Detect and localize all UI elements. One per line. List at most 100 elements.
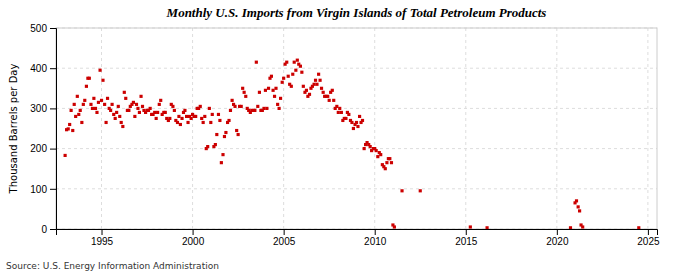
y-tick-label: 0 xyxy=(41,224,47,235)
y-tick: 300 xyxy=(30,103,56,114)
y-tick-mark xyxy=(50,149,56,150)
y-grid-line xyxy=(56,68,657,69)
point xyxy=(469,225,472,228)
point xyxy=(581,225,584,228)
x-tick: 2010 xyxy=(364,229,387,247)
point xyxy=(91,107,94,110)
y-tick: 200 xyxy=(30,143,56,154)
x-tick-label: 2015 xyxy=(455,236,478,247)
point xyxy=(97,101,100,104)
y-axis-line xyxy=(50,29,57,230)
point xyxy=(291,73,294,76)
y-grid-line xyxy=(56,148,657,149)
y-grid-line xyxy=(56,188,657,189)
point xyxy=(100,99,103,102)
y-tick-mark xyxy=(50,108,56,109)
point xyxy=(355,121,358,124)
point xyxy=(111,103,114,106)
x-tick: 2020 xyxy=(546,229,569,247)
y-axis-label: Thousand Barrels per Day xyxy=(8,64,19,195)
x-tick: 2005 xyxy=(273,229,296,247)
x-tick: 2025 xyxy=(637,229,660,247)
point xyxy=(220,161,223,164)
point xyxy=(338,107,341,110)
point xyxy=(347,113,350,116)
point xyxy=(168,117,171,120)
x-tick-mark xyxy=(102,229,103,235)
point xyxy=(241,87,244,90)
point xyxy=(361,119,364,122)
point xyxy=(101,79,104,82)
point xyxy=(337,111,340,114)
point xyxy=(253,109,256,112)
x-tick-label: 1995 xyxy=(91,236,114,247)
point xyxy=(159,99,162,102)
point xyxy=(244,95,247,98)
point xyxy=(202,121,205,124)
point xyxy=(149,107,152,110)
x-axis: 1995200020052010201520202025 xyxy=(57,229,660,247)
point xyxy=(133,115,136,118)
point xyxy=(331,89,334,92)
point xyxy=(293,61,296,64)
point xyxy=(285,61,288,64)
point xyxy=(278,107,281,110)
point xyxy=(83,99,86,102)
point xyxy=(237,133,240,136)
point xyxy=(156,111,159,114)
annotation: Source: U.S. Energy Information Administ… xyxy=(6,261,219,271)
point xyxy=(179,123,182,126)
point xyxy=(282,77,285,80)
point xyxy=(80,121,83,124)
point xyxy=(332,99,335,102)
point xyxy=(335,105,338,108)
point xyxy=(206,145,209,148)
y-grid-line xyxy=(56,108,657,109)
point xyxy=(215,133,218,136)
point xyxy=(400,189,403,192)
point xyxy=(70,109,73,112)
point xyxy=(117,105,120,108)
x-tick-label: 2020 xyxy=(546,236,569,247)
point xyxy=(200,117,203,120)
point xyxy=(176,121,179,124)
y-tick-label: 200 xyxy=(30,143,47,154)
point xyxy=(350,121,353,124)
point xyxy=(376,155,379,158)
point xyxy=(255,61,258,64)
point xyxy=(194,115,197,118)
point xyxy=(71,129,74,132)
point xyxy=(199,105,202,108)
point xyxy=(308,93,311,96)
point xyxy=(132,101,135,104)
point xyxy=(103,103,106,106)
point xyxy=(164,111,167,114)
point xyxy=(299,65,302,68)
point xyxy=(318,79,321,82)
point xyxy=(141,105,144,108)
x-tick-mark xyxy=(557,229,558,235)
point xyxy=(229,109,232,112)
point xyxy=(363,147,366,150)
point xyxy=(64,154,67,157)
point xyxy=(177,115,180,118)
point xyxy=(95,111,98,114)
point xyxy=(274,87,277,90)
point xyxy=(171,105,174,108)
y-tick: 500 xyxy=(30,23,56,34)
point xyxy=(92,97,95,100)
y-tick-label: 100 xyxy=(30,184,47,195)
point xyxy=(322,91,325,94)
point xyxy=(76,95,79,98)
point xyxy=(88,77,91,80)
x-tick-mark xyxy=(648,229,649,235)
point xyxy=(393,225,396,228)
point xyxy=(124,97,127,100)
point xyxy=(312,83,315,86)
chart: 1995200020052010201520202025010020030040… xyxy=(0,0,675,275)
point xyxy=(270,75,273,78)
y-tick-mark xyxy=(50,68,56,69)
plot-frame xyxy=(56,28,657,229)
point xyxy=(258,91,261,94)
point xyxy=(74,115,77,118)
